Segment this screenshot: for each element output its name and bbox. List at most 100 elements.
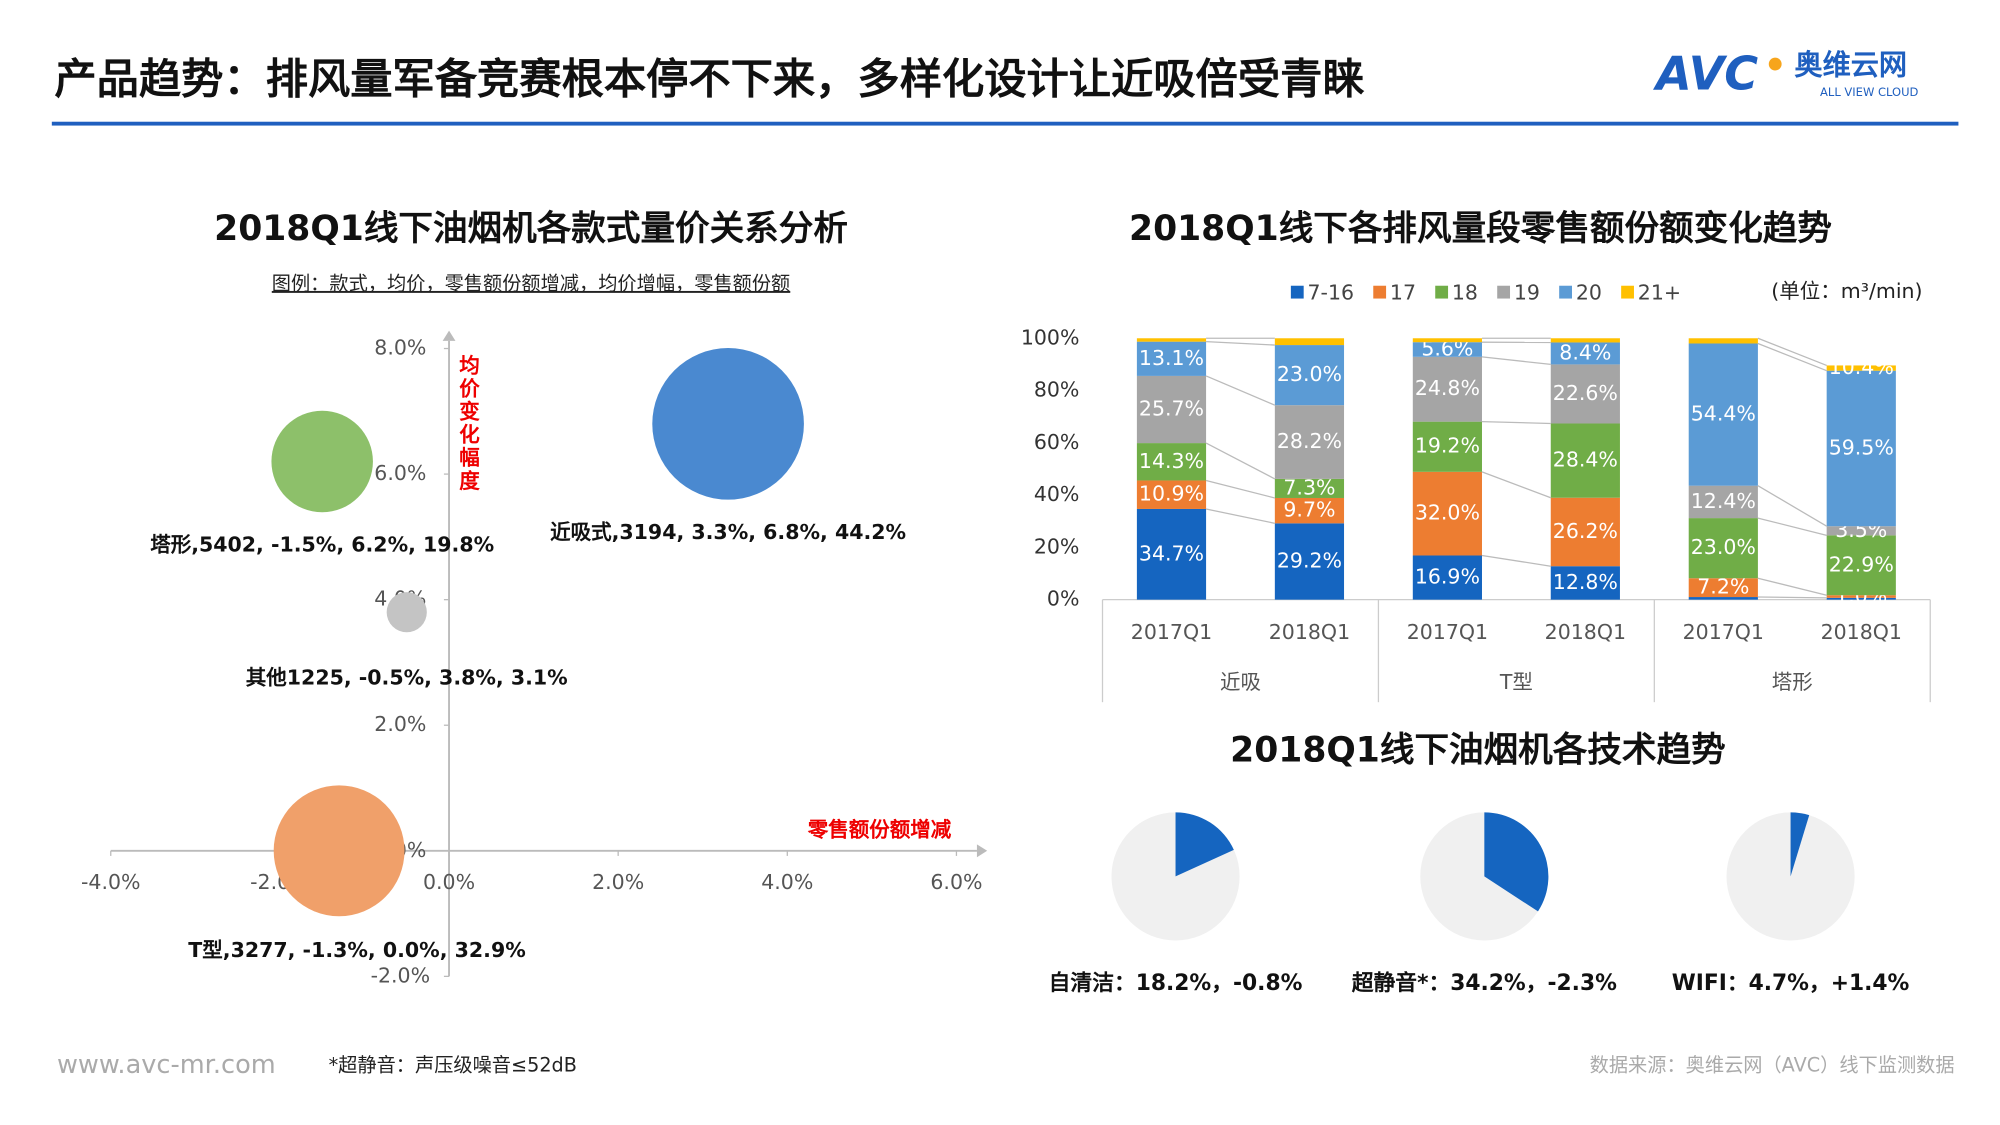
- bar-segment: [1136, 508, 1207, 600]
- value-label: 23.0%: [1691, 535, 1756, 559]
- bar-segment: [1826, 526, 1896, 536]
- value-label: 32.0%: [1415, 501, 1480, 525]
- x-tick-label: 6.0%: [930, 870, 982, 894]
- value-label: 5.6%: [1421, 337, 1473, 361]
- legend-label: 18: [1452, 280, 1478, 304]
- bar-segment: [1412, 471, 1482, 556]
- x-tick-label: 2017Q1: [1407, 620, 1488, 644]
- connector: [1757, 517, 1827, 536]
- y-tick-label: 100%: [1021, 325, 1080, 349]
- x-tick-label: 0.0%: [423, 870, 475, 894]
- value-label: 12.4%: [1691, 489, 1756, 513]
- value-label: 22.9%: [1829, 552, 1894, 576]
- bar-segment: [1688, 485, 1758, 519]
- legend-swatch: [1290, 285, 1304, 299]
- connector: [1206, 341, 1275, 346]
- bar-segment: [1826, 370, 1896, 527]
- bar-segment: [1550, 566, 1620, 600]
- bar-segment: [1136, 338, 1207, 342]
- legend-label: 7-16: [1308, 280, 1355, 304]
- connector: [1757, 337, 1827, 367]
- chart-title: 2018Q1线下油烟机各款式量价关系分析: [214, 209, 848, 249]
- legend-label: 21+: [1638, 280, 1681, 304]
- chart-subtitle: 图例：款式，均价，零售额份额增减，均价增幅，零售额份额: [272, 272, 791, 295]
- pie-slice: [1175, 812, 1234, 877]
- value-label: 22.6%: [1553, 381, 1618, 405]
- footer-site: www.avc-mr.com: [57, 1050, 276, 1080]
- value-label: 13.1%: [1139, 346, 1204, 370]
- bar-segment: [1550, 342, 1620, 365]
- legend-swatch: [1621, 285, 1634, 299]
- group-label: 塔形: [1772, 670, 1813, 694]
- bar-segment: [1412, 342, 1482, 357]
- value-label: 54.4%: [1691, 402, 1756, 426]
- bar-segment: [1826, 595, 1896, 598]
- bar-segment: [1826, 597, 1896, 600]
- x-tick-label: 2017Q1: [1683, 620, 1764, 644]
- value-label: 10.9%: [1139, 482, 1204, 506]
- connector: [1481, 356, 1551, 366]
- value-label: 29.2%: [1277, 548, 1342, 572]
- y-tick-label: 0%: [1047, 587, 1080, 611]
- logo-dot: [1768, 57, 1782, 71]
- pie-label: 自清洁：18.2%，-0.8%: [1049, 970, 1303, 996]
- bar-segment: [1550, 338, 1620, 343]
- logo-cn: 奥维云网: [1794, 49, 1907, 82]
- y-axis-label: 均价变化幅度: [459, 353, 480, 492]
- bubble-label: T型,3277, -1.3%, 0.0%, 32.9%: [188, 938, 525, 962]
- legend-swatch: [1497, 285, 1511, 299]
- legend-label: 17: [1390, 280, 1416, 304]
- legend-label: 19: [1514, 280, 1540, 304]
- value-label: 16.9%: [1415, 565, 1480, 589]
- bar-segment: [1688, 518, 1758, 579]
- bar-segment: [1274, 497, 1345, 524]
- logo-en: ALL VIEW CLOUD: [1820, 85, 1919, 99]
- bubble: [386, 592, 427, 633]
- bar-segment: [1688, 343, 1758, 486]
- group-label: 近吸: [1220, 670, 1261, 694]
- value-label: 28.4%: [1553, 448, 1618, 472]
- bar-segment: [1550, 497, 1620, 567]
- value-label: 28.2%: [1277, 429, 1342, 453]
- value-label: 25.7%: [1139, 396, 1204, 420]
- x-tick-label: 2017Q1: [1131, 620, 1212, 644]
- bar-segment: [1688, 338, 1758, 344]
- bar-segment: [1826, 535, 1896, 596]
- x-tick-label: 4.0%: [761, 870, 813, 894]
- connector: [1481, 471, 1551, 499]
- x-axis-arrow: [976, 844, 988, 858]
- value-label: 23.0%: [1277, 362, 1342, 386]
- bubble-label: 近吸式,3194, 3.3%, 6.8%, 44.2%: [550, 520, 906, 544]
- value-label: 12.8%: [1553, 570, 1618, 594]
- bar-segment: [1274, 478, 1345, 498]
- connector: [1481, 421, 1551, 425]
- legend-swatch: [1373, 285, 1387, 299]
- y-tick-label: 2.0%: [374, 712, 426, 736]
- y-tick-label: 60%: [1034, 430, 1080, 454]
- value-label: 8.4%: [1559, 340, 1611, 364]
- connector: [1757, 485, 1827, 527]
- footer-note: *超静音：声压级噪音≤52dB: [329, 1054, 577, 1077]
- connector: [1757, 577, 1827, 596]
- value-label: 19.2%: [1415, 434, 1480, 458]
- bar-segment: [1274, 338, 1345, 346]
- bubble: [271, 410, 373, 513]
- y-tick-label: 20%: [1034, 534, 1080, 558]
- legend-swatch: [1559, 285, 1572, 299]
- slide-title: 产品趋势：排风量军备竞赛根本停不下来，多样化设计让近吸倍受青睐: [54, 55, 1364, 104]
- y-axis-arrow: [442, 330, 456, 341]
- bar-segment: [1136, 341, 1207, 376]
- bubble-label: 其他1225, -0.5%, 3.8%, 3.1%: [246, 665, 568, 689]
- value-label: 7.2%: [1697, 575, 1749, 599]
- bar-segment: [1412, 338, 1482, 343]
- chart-title: 2018Q1线下各排风量段零售额份额变化趋势: [1129, 209, 1832, 249]
- pie-slice: [1790, 812, 1810, 877]
- connector: [1205, 479, 1276, 499]
- connector: [1757, 596, 1827, 599]
- value-label: 7.3%: [1283, 475, 1335, 499]
- pie-label: WIFI：4.7%，+1.4%: [1672, 971, 1910, 996]
- y-tick-label: 8.0%: [374, 336, 426, 360]
- connector: [1757, 342, 1827, 372]
- bar-segment: [1412, 421, 1482, 472]
- x-tick-label: -4.0%: [81, 870, 140, 894]
